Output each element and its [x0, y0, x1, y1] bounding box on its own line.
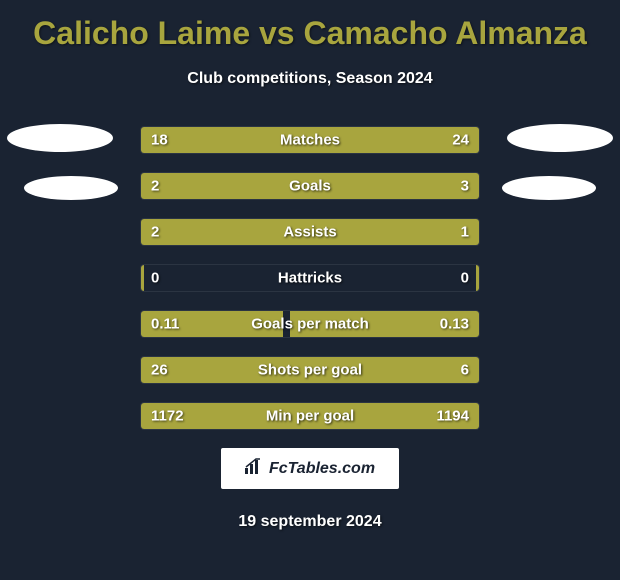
stat-row: 0 0 Hattricks [140, 264, 480, 292]
value-left: 18 [151, 132, 168, 149]
value-left: 2 [151, 224, 159, 241]
stat-row: 2 1 Assists [140, 218, 480, 246]
stat-label: Shots per goal [258, 362, 362, 379]
comparison-card: Calicho Laime vs Camacho Almanza Club co… [0, 0, 620, 580]
bar-left [141, 173, 276, 199]
subtitle: Club competitions, Season 2024 [0, 70, 620, 88]
date-text: 19 september 2024 [0, 513, 620, 531]
stat-label: Assists [283, 224, 336, 241]
value-right: 0.13 [440, 316, 469, 333]
value-left: 2 [151, 178, 159, 195]
value-left: 0.11 [151, 316, 179, 333]
player-right-ellipse-1 [507, 124, 613, 152]
page-title: Calicho Laime vs Camacho Almanza [0, 15, 620, 52]
value-left: 26 [151, 362, 168, 379]
player-left-ellipse-2 [24, 176, 118, 200]
value-right: 24 [452, 132, 469, 149]
value-right: 1194 [436, 408, 469, 425]
stat-row: 0.11 0.13 Goals per match [140, 310, 480, 338]
value-right: 1 [461, 224, 469, 241]
stat-label: Goals [289, 178, 331, 195]
badge-text: FcTables.com [269, 460, 375, 478]
chart-icon [245, 458, 263, 479]
player-right-ellipse-2 [502, 176, 596, 200]
badge-wrap: FcTables.com [0, 448, 620, 489]
value-right: 6 [461, 362, 469, 379]
bar-left [141, 265, 144, 291]
bar-right [476, 265, 479, 291]
stat-label: Hattricks [278, 270, 342, 287]
stat-row: 18 24 Matches [140, 126, 480, 154]
stat-label: Matches [280, 132, 340, 149]
stats-list: 18 24 Matches 2 3 Goals 2 1 Assists 0 0 Hattricks 0.… [0, 126, 620, 430]
value-right: 0 [461, 270, 469, 287]
stat-label: Goals per match [251, 316, 369, 333]
value-left: 0 [151, 270, 159, 287]
player-left-ellipse-1 [7, 124, 113, 152]
stat-row: 26 6 Shots per goal [140, 356, 480, 384]
stat-row: 2 3 Goals [140, 172, 480, 200]
stat-row: 1172 1194 Min per goal [140, 402, 480, 430]
value-right: 3 [461, 178, 469, 195]
value-left: 1172 [151, 408, 184, 425]
stat-label: Min per goal [266, 408, 354, 425]
source-badge: FcTables.com [221, 448, 399, 489]
